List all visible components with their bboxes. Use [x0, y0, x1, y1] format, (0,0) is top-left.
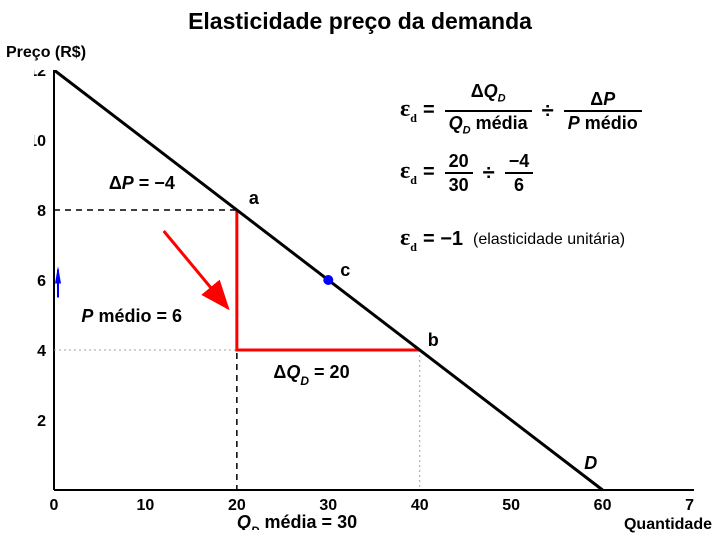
svg-text:12: 12: [34, 70, 46, 80]
svg-text:50: 50: [502, 497, 520, 514]
f1-d1: QD média: [445, 112, 532, 142]
svg-text:b: b: [428, 330, 439, 350]
epsilon-symbol-2: ε: [400, 158, 410, 184]
epsilon-symbol: ε: [400, 96, 410, 122]
svg-text:ΔQD = 20: ΔQD = 20: [273, 362, 349, 388]
f2-n1: 20: [445, 150, 473, 174]
svg-text:2: 2: [37, 413, 46, 430]
svg-text:8: 8: [37, 203, 46, 220]
f2-n2: −4: [505, 150, 534, 174]
formula-row-2: εd = 20 30 ÷ −4 6: [400, 150, 537, 196]
f2-div: ÷: [477, 160, 501, 186]
svg-text:a: a: [249, 188, 260, 208]
f1-d2: P médio: [564, 112, 642, 134]
svg-text:6: 6: [37, 273, 46, 290]
formula-row-3: εd = −1 (elasticidade unitária): [400, 225, 625, 255]
svg-text:40: 40: [411, 497, 429, 514]
f1-div: ÷: [536, 98, 560, 124]
svg-text:0: 0: [50, 497, 59, 514]
svg-text:ΔP = −4: ΔP = −4: [109, 173, 175, 193]
svg-text:P médio = 6: P médio = 6: [81, 306, 182, 326]
unit-elasticity-note: (elasticidade unitária): [473, 231, 625, 249]
svg-text:c: c: [340, 260, 350, 280]
f2-d1: 30: [445, 174, 473, 196]
f1-n2: ΔP: [564, 88, 642, 112]
svg-text:70: 70: [685, 497, 694, 514]
svg-text:D: D: [584, 453, 597, 473]
svg-text:10: 10: [34, 133, 46, 150]
svg-text:10: 10: [137, 497, 155, 514]
f2-d2: 6: [505, 174, 534, 196]
svg-text:4: 4: [37, 343, 46, 360]
epsilon-sub: d: [410, 110, 417, 124]
f1-n1: ΔQD: [445, 80, 532, 112]
y-axis-label: Preço (R$): [6, 44, 86, 62]
svg-text:60: 60: [594, 497, 612, 514]
formula-row-1: εd = ΔQD QD média ÷ ΔP P médio: [400, 80, 646, 141]
chart-title: Elasticidade preço da demanda: [0, 8, 720, 35]
svg-text:QD média = 30: QD média = 30: [237, 512, 357, 530]
